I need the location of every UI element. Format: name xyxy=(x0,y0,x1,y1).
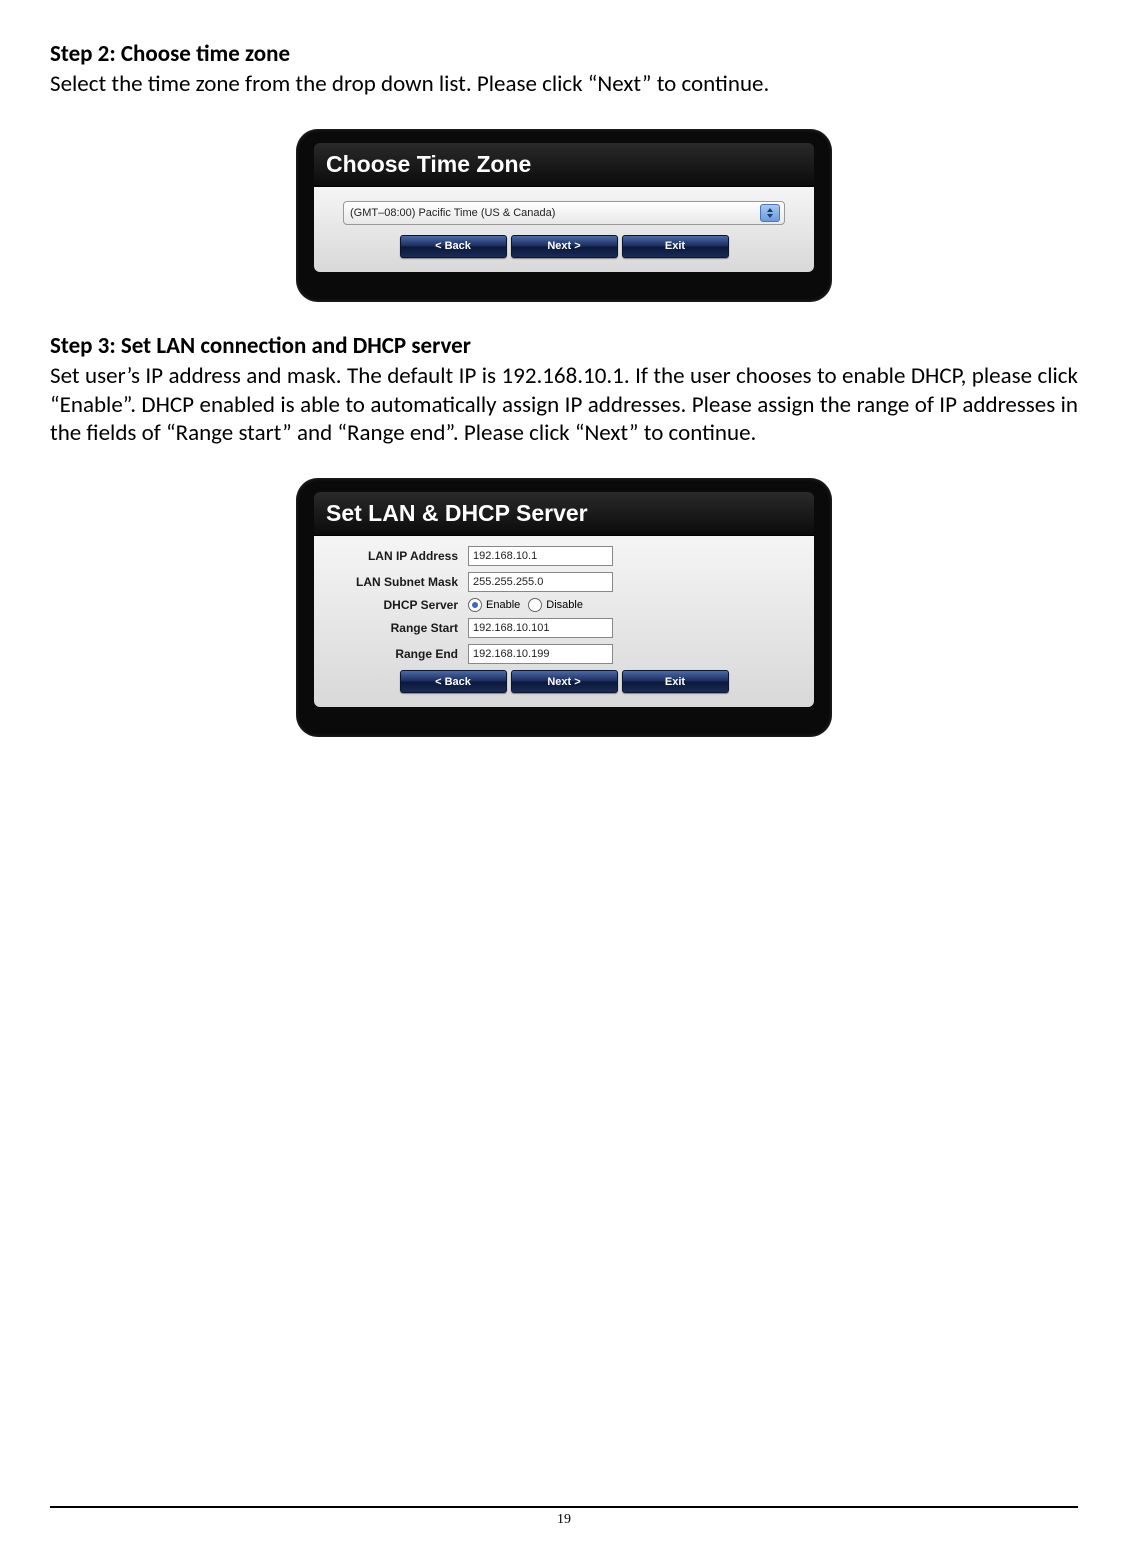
dhcp-enable-label: Enable xyxy=(486,599,520,611)
lan-ip-label: LAN IP Address xyxy=(328,549,468,563)
range-end-input[interactable]: 192.168.10.199 xyxy=(468,644,613,664)
back-button[interactable]: < Back xyxy=(400,235,507,258)
timezone-select[interactable]: (GMT–08:00) Pacific Time (US & Canada) xyxy=(343,201,785,225)
next-button[interactable]: Next > xyxy=(511,235,618,258)
page-footer: 19 xyxy=(50,1506,1078,1528)
range-start-label: Range Start xyxy=(328,621,468,635)
next-button[interactable]: Next > xyxy=(511,670,618,693)
lan-panel: Set LAN & DHCP Server LAN IP Address 192… xyxy=(296,478,832,737)
select-updown-icon xyxy=(760,204,780,222)
dhcp-disable-label: Disable xyxy=(546,599,583,611)
lan-panel-wrap: Set LAN & DHCP Server LAN IP Address 192… xyxy=(50,478,1078,737)
subnet-label: LAN Subnet Mask xyxy=(328,575,468,589)
range-end-label: Range End xyxy=(328,647,468,661)
lan-ip-input[interactable]: 192.168.10.1 xyxy=(468,546,613,566)
exit-button[interactable]: Exit xyxy=(622,235,729,258)
subnet-input[interactable]: 255.255.255.0 xyxy=(468,572,613,592)
step3-heading: Step 3: Set LAN connection and DHCP serv… xyxy=(50,332,1078,360)
lan-panel-title: Set LAN & DHCP Server xyxy=(314,492,814,536)
timezone-select-value: (GMT–08:00) Pacific Time (US & Canada) xyxy=(350,207,555,219)
step3-body: Set user’s IP address and mask. The defa… xyxy=(50,362,1078,448)
back-button[interactable]: < Back xyxy=(400,670,507,693)
timezone-panel: Choose Time Zone (GMT–08:00) Pacific Tim… xyxy=(296,129,832,302)
timezone-panel-wrap: Choose Time Zone (GMT–08:00) Pacific Tim… xyxy=(50,129,1078,302)
timezone-panel-title: Choose Time Zone xyxy=(314,143,814,187)
lan-button-row: < Back Next > Exit xyxy=(328,670,800,693)
step2-heading: Step 2: Choose time zone xyxy=(50,40,1078,68)
exit-button[interactable]: Exit xyxy=(622,670,729,693)
range-start-input[interactable]: 192.168.10.101 xyxy=(468,618,613,638)
step2-body: Select the time zone from the drop down … xyxy=(50,70,1078,99)
dhcp-label: DHCP Server xyxy=(328,598,468,612)
page-number: 19 xyxy=(557,1512,571,1527)
dhcp-enable-radio[interactable] xyxy=(468,598,482,612)
timezone-button-row: < Back Next > Exit xyxy=(328,235,800,258)
dhcp-disable-radio[interactable] xyxy=(528,598,542,612)
